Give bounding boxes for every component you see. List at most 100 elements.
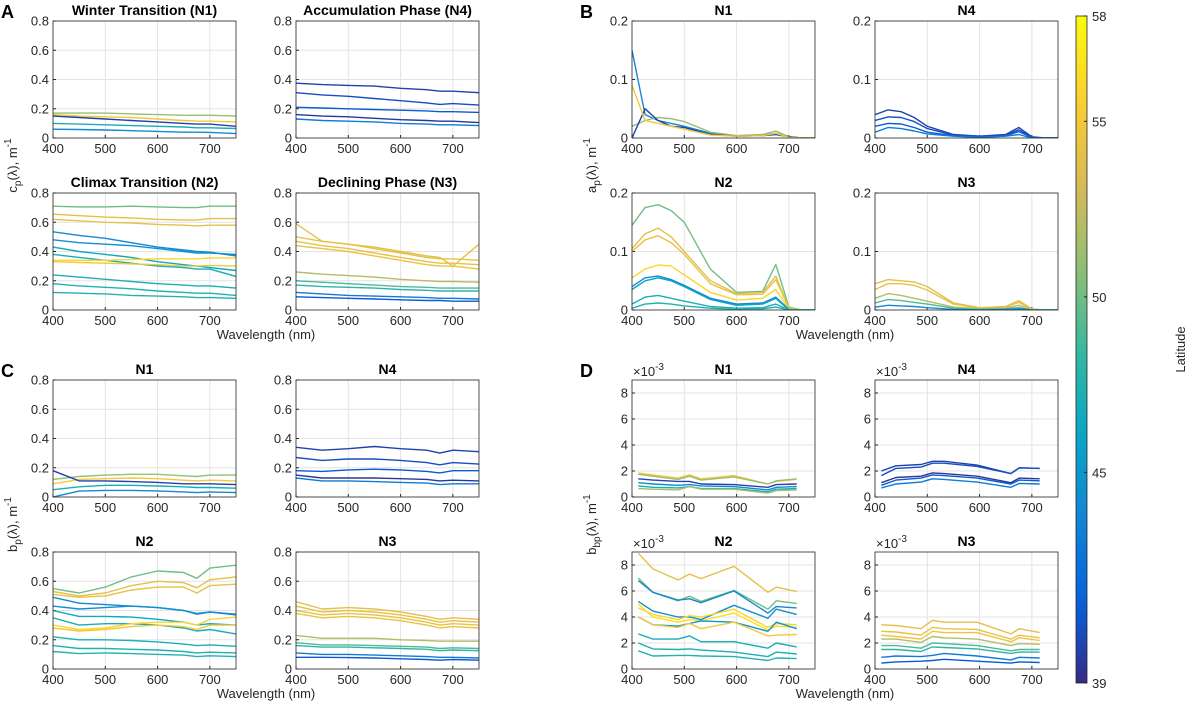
y-axis-label: bbp(λ), m-1 — [582, 494, 603, 555]
colorbar: 39 45 50 55 58 Latitude — [1075, 9, 1188, 691]
subplot-C-n3: 400 500 600 700 0 0.2 0.4 0.6 0.8 N3 — [274, 533, 480, 687]
x-tick-label: 500 — [916, 500, 938, 515]
x-tick-label: 500 — [94, 500, 116, 515]
y-axis-label-sub: p — [13, 539, 24, 545]
series-group — [632, 50, 815, 138]
subplot-title: Accumulation Phase (N4) — [303, 2, 472, 18]
axes-box — [52, 20, 237, 139]
series-line-lat-40.5 — [296, 456, 479, 466]
subplot-title: N1 — [715, 361, 733, 377]
y-tick-label: 0 — [42, 662, 49, 677]
series-line-lat-55 — [53, 113, 236, 123]
x-tick-label: 400 — [864, 141, 886, 156]
y-tick-label: 4 — [864, 438, 871, 453]
subplot-A-declining-phase-n3-: 400 500 600 700 0 0.2 0.4 0.6 0.8 Declining Phase… — [274, 174, 480, 328]
y-axis-label-mid: (λ), m — [584, 147, 599, 180]
series-line-lat-46.5 — [53, 609, 236, 626]
y-tick-label: 0.6 — [31, 215, 49, 230]
x-tick-label: 700 — [442, 500, 464, 515]
x-tick-label: 500 — [673, 313, 695, 328]
x-tick-label: 600 — [390, 141, 412, 156]
y-tick-label: 0 — [864, 490, 871, 505]
y-axis-label-sup: -1 — [3, 138, 14, 147]
x-tick-label: 700 — [778, 313, 800, 328]
y-axis-label-sub: bp — [592, 536, 603, 548]
series-line-lat-40 — [296, 445, 479, 454]
series-line-lat-54.1 — [296, 605, 479, 623]
y-multiplier-exp: -3 — [898, 534, 907, 545]
axes-box — [631, 551, 816, 670]
subplot-title: N3 — [379, 533, 397, 549]
x-tick-label: 600 — [147, 672, 169, 687]
series-line-lat-41 — [296, 106, 479, 114]
series-line-lat-49 — [875, 298, 1058, 310]
y-tick-label: 2 — [621, 636, 628, 651]
series-line-lat-40 — [53, 115, 236, 127]
x-tick-label: 400 — [285, 672, 307, 687]
series-line-lat-51 — [638, 473, 797, 485]
x-tick-label: 700 — [199, 141, 221, 156]
y-tick-label: 8 — [621, 386, 628, 401]
x-tick-label: 700 — [778, 500, 800, 515]
series-line-lat-55 — [53, 261, 236, 267]
x-tick-label: 400 — [621, 141, 643, 156]
series-group — [875, 278, 1058, 310]
y-multiplier: ×10-3 — [876, 362, 907, 379]
y-tick-label: 6 — [864, 412, 871, 427]
y-tick-label: 0.2 — [610, 186, 628, 201]
y-tick-label: 0.6 — [31, 402, 49, 417]
axes-box — [631, 20, 816, 139]
y-tick-label: 0.4 — [31, 431, 49, 446]
y-axis-label-base: c — [5, 186, 20, 193]
x-tick-label: 700 — [1021, 672, 1043, 687]
x-tick-label: 400 — [42, 500, 64, 515]
series-line-lat-40.5 — [880, 462, 1040, 477]
subplot-C-n1: 400 500 600 700 0 0.2 0.4 0.6 0.8 N1 — [31, 361, 237, 515]
y-axis-label: ap(λ), m-1 — [582, 138, 603, 193]
y-tick-label: 0 — [621, 490, 628, 505]
subplot-B-n2: 400 500 600 700 0 0.1 0.2 N2 — [610, 174, 816, 328]
y-axis-label-base: b — [5, 545, 20, 552]
panel-letter-b: B — [580, 2, 593, 22]
subplot-title: N4 — [379, 361, 397, 377]
y-tick-label: 0 — [42, 490, 49, 505]
series-group — [296, 445, 479, 486]
series-line-lat-47.6 — [53, 650, 236, 658]
series-line-lat-47.2 — [53, 636, 236, 647]
y-tick-label: 0.1 — [853, 244, 871, 259]
x-tick-label: 500 — [337, 313, 359, 328]
x-tick-label: 500 — [673, 500, 695, 515]
x-tick-label: 400 — [864, 313, 886, 328]
series-line-lat-54 — [296, 601, 479, 620]
x-tick-label: 600 — [969, 141, 991, 156]
y-tick-label: 0.6 — [274, 43, 292, 58]
series-line-lat-54 — [53, 213, 236, 221]
y-tick-label: 0.2 — [610, 14, 628, 29]
series-group — [296, 82, 479, 127]
series-line-lat-47.4 — [53, 644, 236, 654]
x-tick-label: 400 — [864, 500, 886, 515]
subplot-D-n4: 400 500 600 700 0 2 4 6 8 N4 ×10-3 — [864, 361, 1059, 515]
series-line-lat-46 — [632, 277, 815, 310]
axes-box — [52, 192, 237, 311]
series-line-lat-43 — [875, 126, 1058, 138]
y-axis-label-base: a — [584, 185, 599, 193]
series-line-lat-52 — [296, 271, 479, 283]
series-line-lat-44.5 — [53, 239, 236, 256]
y-tick-label: 0 — [285, 131, 292, 146]
colorbar-bar — [1075, 15, 1088, 684]
series-line-lat-44 — [53, 128, 236, 135]
series-line-lat-44 — [638, 482, 797, 491]
panel-letter-a: A — [1, 2, 14, 22]
panel-letter-c: C — [1, 361, 14, 381]
series-line-lat-47.4 — [53, 283, 236, 297]
axes-box — [295, 192, 480, 311]
y-tick-label: 0.2 — [853, 14, 871, 29]
axes-box — [52, 379, 237, 498]
x-tick-label: 400 — [285, 313, 307, 328]
series-line-lat-41 — [881, 658, 1040, 664]
x-axis-label: Wavelength (nm) — [796, 686, 895, 701]
y-tick-label: 0.6 — [31, 43, 49, 58]
colorbar-tick-label: 58 — [1092, 9, 1106, 24]
y-tick-label: 0 — [864, 131, 871, 146]
